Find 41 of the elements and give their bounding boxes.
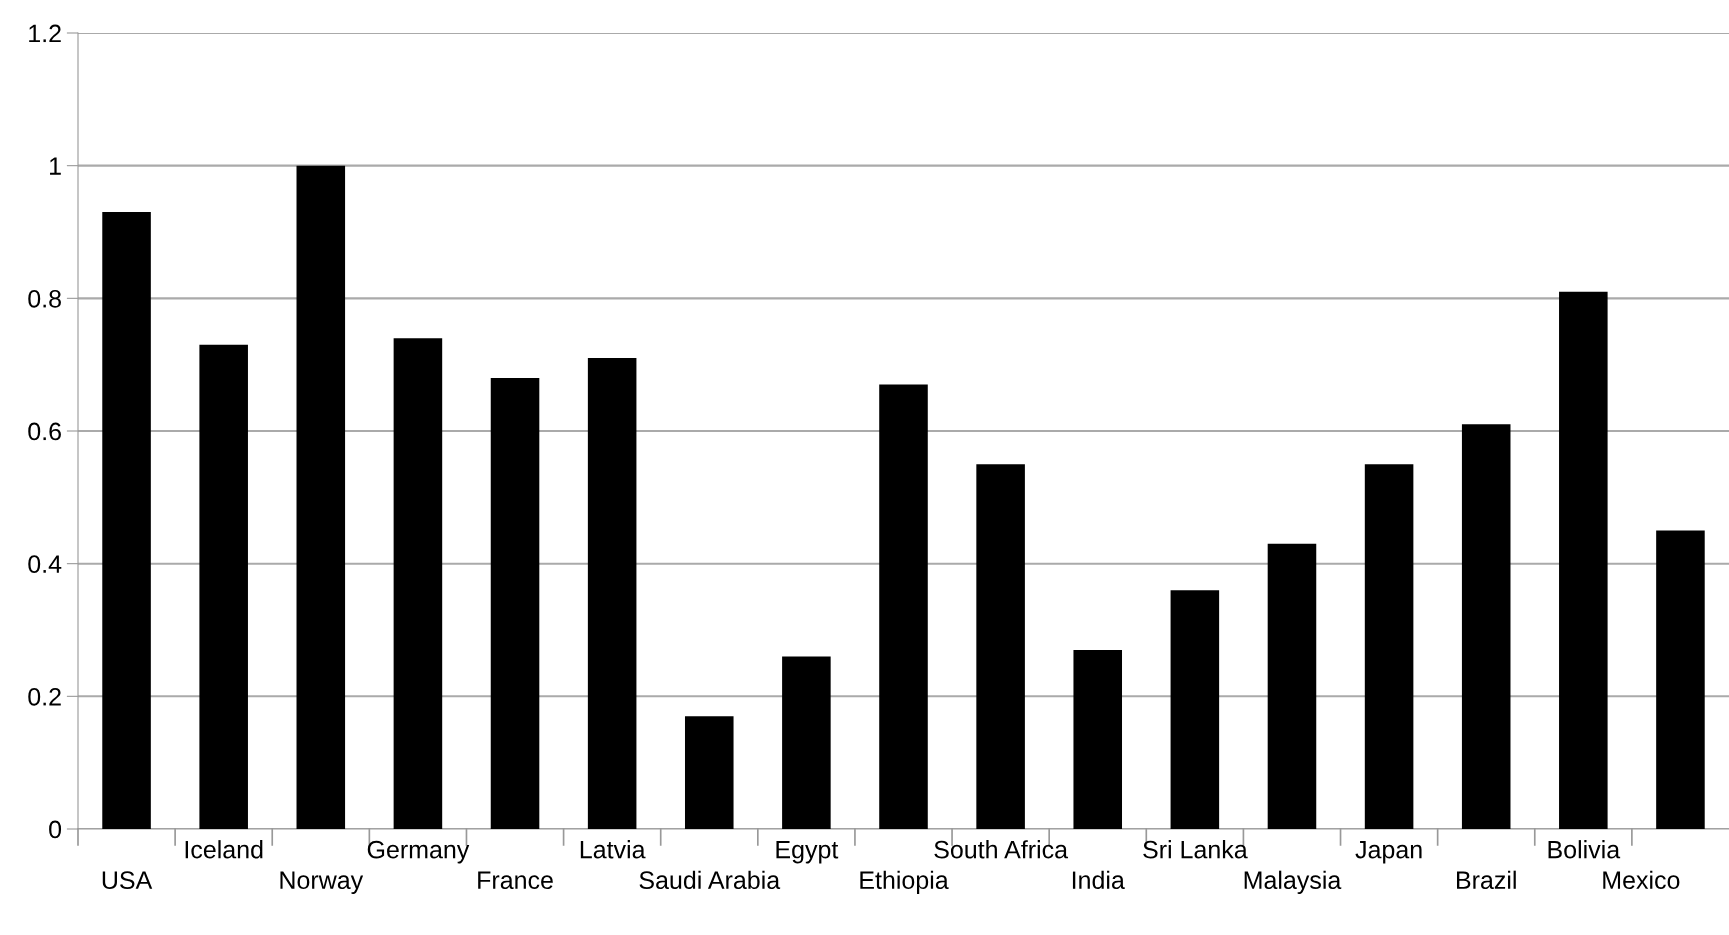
y-tick-label: 0.2 (28, 687, 61, 706)
x-tick-label: India (1072, 870, 1125, 890)
x-tick-label: Norway (280, 871, 364, 894)
y-tick-label: 0 (49, 820, 62, 839)
bar (587, 358, 637, 829)
bar (393, 338, 443, 829)
y-tick-label: 1.2 (29, 24, 61, 43)
x-tick-label: Bolivia (1548, 840, 1621, 859)
x-tick-label: Latvia (580, 840, 646, 859)
x-tick-label: Japan (1355, 841, 1422, 864)
bar (1461, 424, 1511, 829)
bar (1559, 291, 1608, 829)
y-tick-label: 0.4 (28, 555, 62, 573)
x-tick-label: Mexico (1603, 870, 1680, 890)
x-tick-label: South Africa (934, 840, 1069, 859)
bar (684, 716, 734, 829)
bar (976, 464, 1025, 829)
bar (1656, 530, 1705, 829)
bar (102, 212, 151, 829)
x-tick-label: Sri Lanka (1143, 840, 1248, 859)
x-tick-label: Germany (367, 840, 470, 864)
bar (1267, 543, 1317, 829)
bar (490, 377, 540, 829)
bar (879, 384, 928, 829)
x-tick-label: Egypt (776, 841, 839, 864)
x-tick-label: USA (102, 871, 153, 890)
x-tick-label: Malaysia (1244, 870, 1342, 894)
bar (1364, 464, 1414, 829)
bar (296, 165, 346, 829)
y-tick-label: 0.6 (28, 422, 61, 441)
bar (1170, 590, 1220, 829)
x-tick-label: Brazil (1457, 870, 1516, 890)
x-tick-label: Iceland (185, 840, 263, 859)
y-tick-label: 1 (50, 157, 61, 175)
x-tick-label: France (478, 871, 553, 890)
bar (1073, 649, 1123, 829)
x-tick-label: Ethiopia (860, 870, 949, 894)
bar (782, 656, 831, 829)
bar (199, 344, 248, 829)
y-tick-label: 0.8 (28, 289, 61, 308)
x-tick-label: Saudi Arabia (639, 870, 781, 890)
